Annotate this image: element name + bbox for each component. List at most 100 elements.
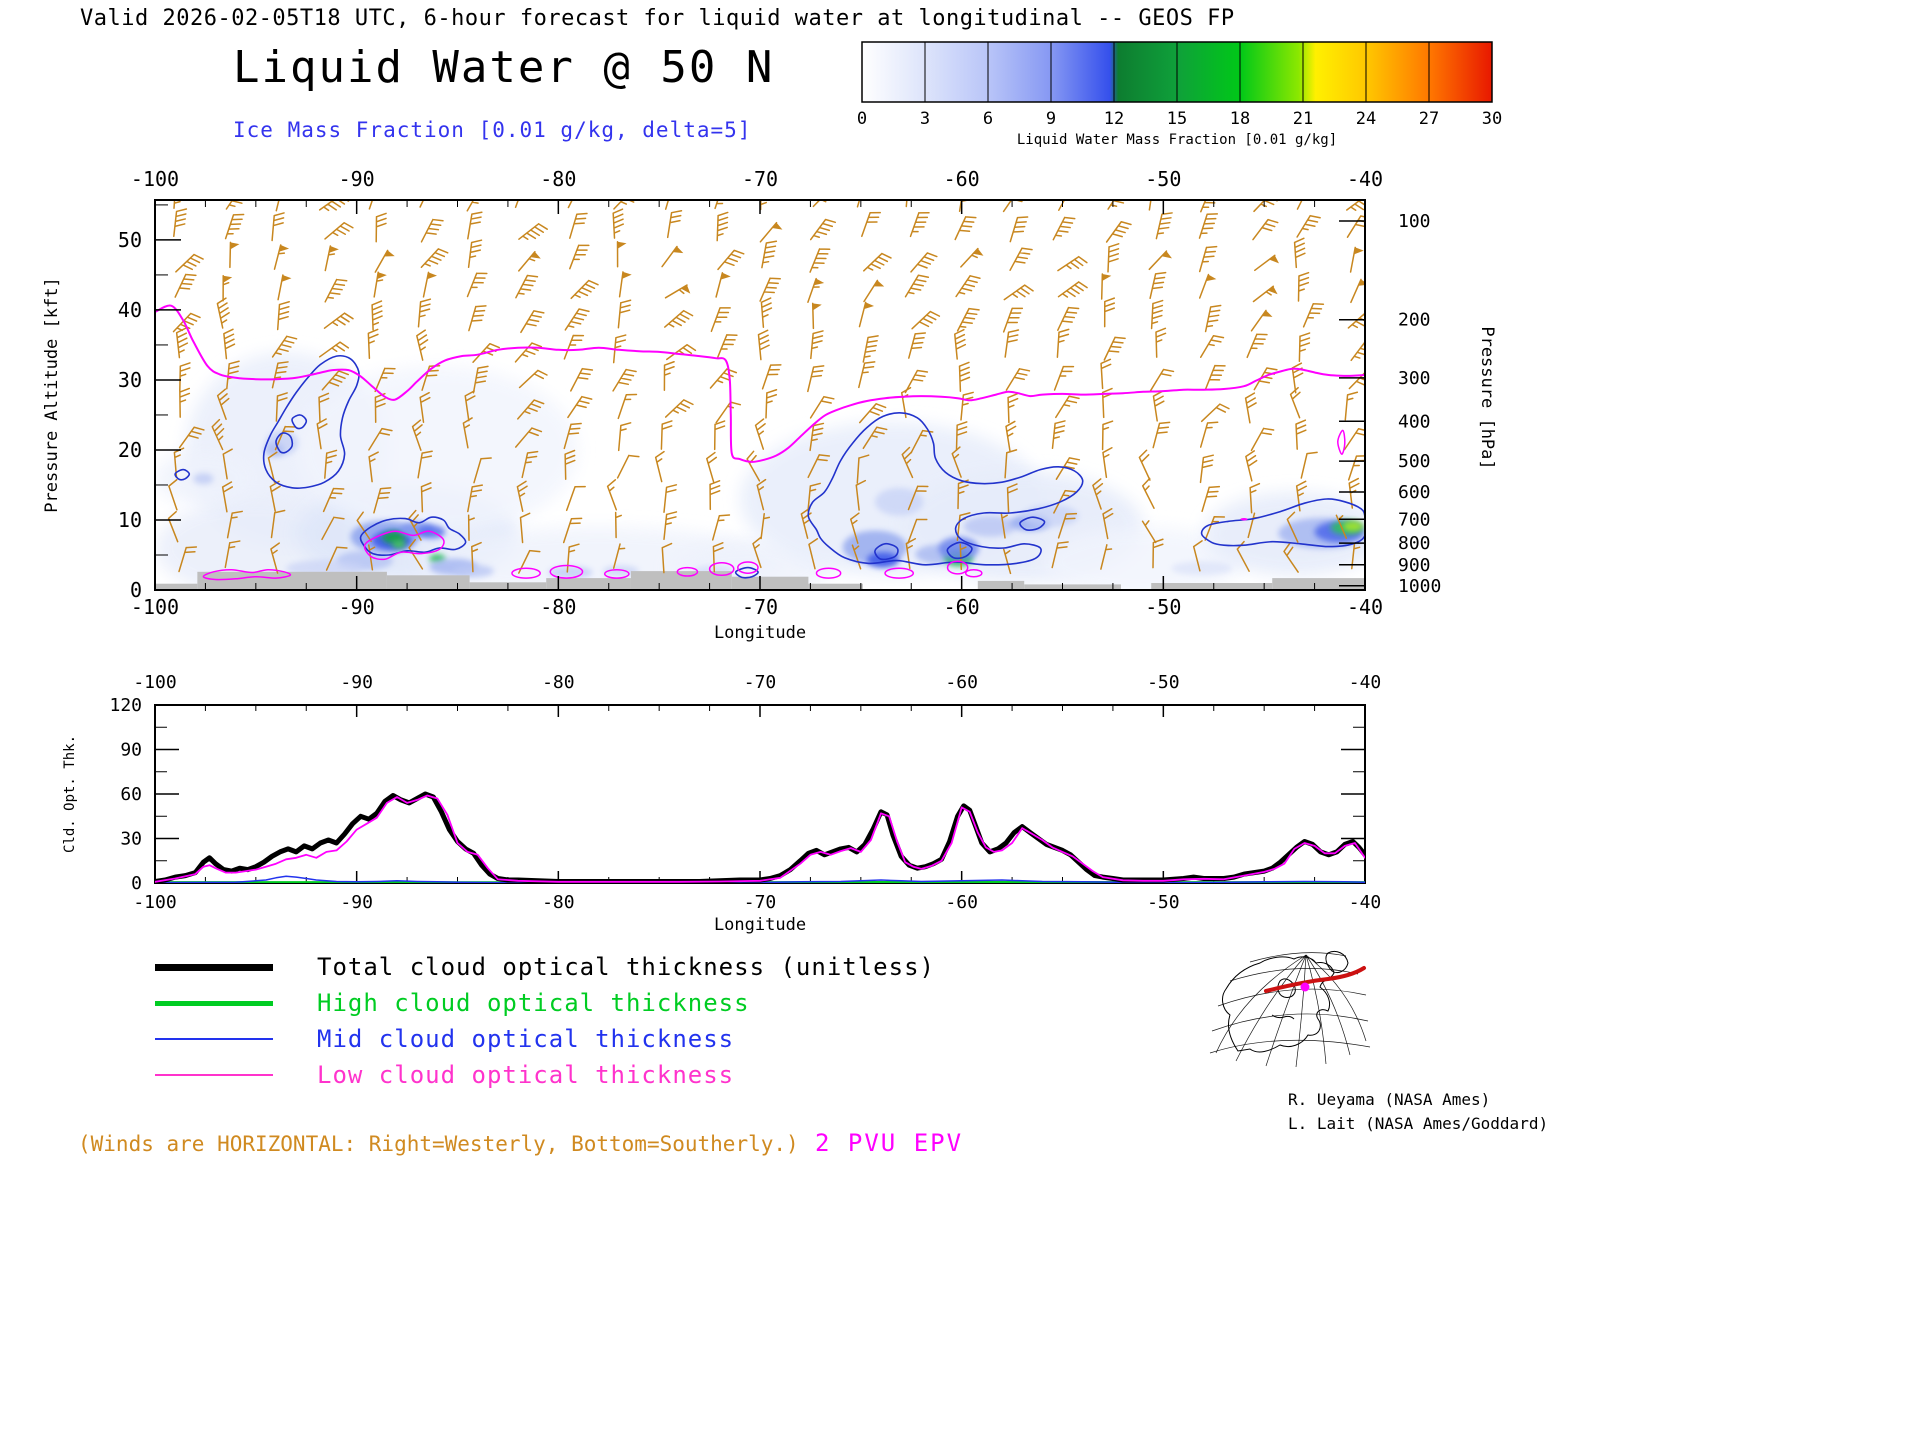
svg-text:0: 0 <box>130 578 142 602</box>
svg-text:-100: -100 <box>131 595 179 619</box>
location-marker <box>1300 982 1310 992</box>
svg-text:21: 21 <box>1293 109 1313 129</box>
svg-text:0: 0 <box>857 109 867 129</box>
winds-note: (Winds are HORIZONTAL: Right=Westerly, B… <box>78 1132 799 1156</box>
credit-ueyama: R. Ueyama (NASA Ames) <box>1288 1090 1491 1109</box>
legend-line-low <box>155 1074 273 1076</box>
main-ylabel-left: Pressure Altitude [kft] <box>42 277 62 513</box>
cloud-optical-thickness-series <box>155 791 1365 883</box>
svg-text:-80: -80 <box>540 167 576 191</box>
svg-text:60: 60 <box>120 784 142 805</box>
ice-mass-fraction-contours <box>174 355 1365 579</box>
svg-text:100: 100 <box>1398 211 1431 232</box>
svg-text:500: 500 <box>1398 451 1431 472</box>
svg-text:-70: -70 <box>742 167 778 191</box>
legend-label-high: High cloud optical thickness <box>317 989 750 1017</box>
svg-text:900: 900 <box>1398 555 1431 576</box>
svg-text:-90: -90 <box>340 892 373 913</box>
wind-barbs <box>167 200 1365 575</box>
svg-text:9: 9 <box>1046 109 1056 129</box>
svg-text:27: 27 <box>1419 109 1439 129</box>
svg-text:30: 30 <box>1482 109 1502 129</box>
svg-text:20: 20 <box>118 438 142 462</box>
legend-item-low: Low cloud optical thickness <box>155 1058 734 1092</box>
svg-text:50: 50 <box>118 228 142 252</box>
svg-text:1000: 1000 <box>1398 576 1441 597</box>
svg-text:-100: -100 <box>133 892 176 913</box>
svg-text:-50: -50 <box>1147 892 1180 913</box>
svg-text:40: 40 <box>118 298 142 322</box>
series-total <box>155 791 1365 883</box>
lower-ylabel: Cld. Opt. Thk. <box>62 734 78 854</box>
svg-text:-70: -70 <box>744 892 777 913</box>
legend-label-low: Low cloud optical thickness <box>317 1061 735 1089</box>
svg-text:-80: -80 <box>542 892 575 913</box>
svg-text:800: 800 <box>1398 533 1431 554</box>
page-title: Liquid Water @ 50 N <box>233 42 775 93</box>
svg-text:600: 600 <box>1398 482 1431 503</box>
svg-text:-40: -40 <box>1347 167 1383 191</box>
svg-text:15: 15 <box>1167 109 1187 129</box>
legend-item-total: Total cloud optical thickness (unitless) <box>155 950 935 984</box>
svg-text:200: 200 <box>1398 310 1431 331</box>
credit-lait: L. Lait (NASA Ames/Goddard) <box>1288 1114 1549 1133</box>
svg-text:-60: -60 <box>944 595 980 619</box>
svg-text:-70: -70 <box>742 595 778 619</box>
svg-text:-90: -90 <box>339 167 375 191</box>
subtitle-ice-mass-fraction: Ice Mass Fraction [0.01 g/kg, delta=5] <box>233 118 752 142</box>
svg-text:-90: -90 <box>340 672 373 693</box>
legend-line-mid <box>155 1038 273 1040</box>
svg-text:-90: -90 <box>339 595 375 619</box>
svg-text:-60: -60 <box>945 672 978 693</box>
svg-text:-50: -50 <box>1147 672 1180 693</box>
legend-label-mid: Mid cloud optical thickness <box>317 1025 735 1053</box>
svg-text:700: 700 <box>1398 509 1431 530</box>
legend-label-total: Total cloud optical thickness (unitless) <box>317 953 935 981</box>
svg-text:-80: -80 <box>542 672 575 693</box>
svg-text:-70: -70 <box>744 672 777 693</box>
svg-text:-80: -80 <box>540 595 576 619</box>
svg-text:-50: -50 <box>1145 167 1181 191</box>
svg-text:10: 10 <box>118 508 142 532</box>
legend-line-high <box>155 1000 273 1006</box>
svg-text:400: 400 <box>1398 411 1431 432</box>
svg-text:6: 6 <box>983 109 993 129</box>
svg-text:-40: -40 <box>1349 672 1382 693</box>
svg-text:3: 3 <box>920 109 930 129</box>
cross-section-track <box>1264 966 1366 993</box>
svg-text:30: 30 <box>118 368 142 392</box>
svg-text:30: 30 <box>120 829 142 850</box>
main-axes: -100 -100 -90 -90 -80 -80 -70 -70 -60 -60 -50 -50 -4… <box>118 167 1441 619</box>
svg-text:-60: -60 <box>944 167 980 191</box>
pvu-contour <box>155 304 1365 581</box>
svg-text:24: 24 <box>1356 109 1376 129</box>
pvu-epv-label: 2 PVU EPV <box>815 1129 964 1157</box>
legend-line-total <box>155 963 273 971</box>
legend-item-mid: Mid cloud optical thickness <box>155 1022 734 1056</box>
terrain <box>155 571 1365 590</box>
colorbar: 0 3 6 9 12 15 18 21 24 27 30 <box>857 41 1502 129</box>
svg-text:-40: -40 <box>1347 595 1383 619</box>
lower-xlabel: Longitude <box>713 915 807 935</box>
map-inset <box>1209 950 1371 1068</box>
svg-text:-40: -40 <box>1349 892 1382 913</box>
svg-text:300: 300 <box>1398 368 1431 389</box>
valid-time-line: Valid 2026-02-05T18 UTC, 6-hour forecast… <box>80 6 1235 31</box>
svg-text:18: 18 <box>1230 109 1250 129</box>
colorbar-caption: Liquid Water Mass Fraction [0.01 g/kg] <box>1016 132 1338 148</box>
legend-item-high: High cloud optical thickness <box>155 986 750 1020</box>
series-low <box>155 794 1365 883</box>
svg-text:12: 12 <box>1104 109 1124 129</box>
svg-text:0: 0 <box>131 873 142 894</box>
lower-panel-axes: -100 -100 -90 -90 -80 -80 -70 -70 -60 -60 -50 -50 -4… <box>109 672 1381 913</box>
svg-text:-100: -100 <box>131 167 179 191</box>
svg-text:-100: -100 <box>133 672 176 693</box>
svg-text:-60: -60 <box>945 892 978 913</box>
svg-text:-50: -50 <box>1145 595 1181 619</box>
svg-text:90: 90 <box>120 740 142 761</box>
main-xlabel: Longitude <box>713 623 807 643</box>
svg-text:120: 120 <box>109 695 142 716</box>
liquid-water-field <box>155 351 1365 590</box>
